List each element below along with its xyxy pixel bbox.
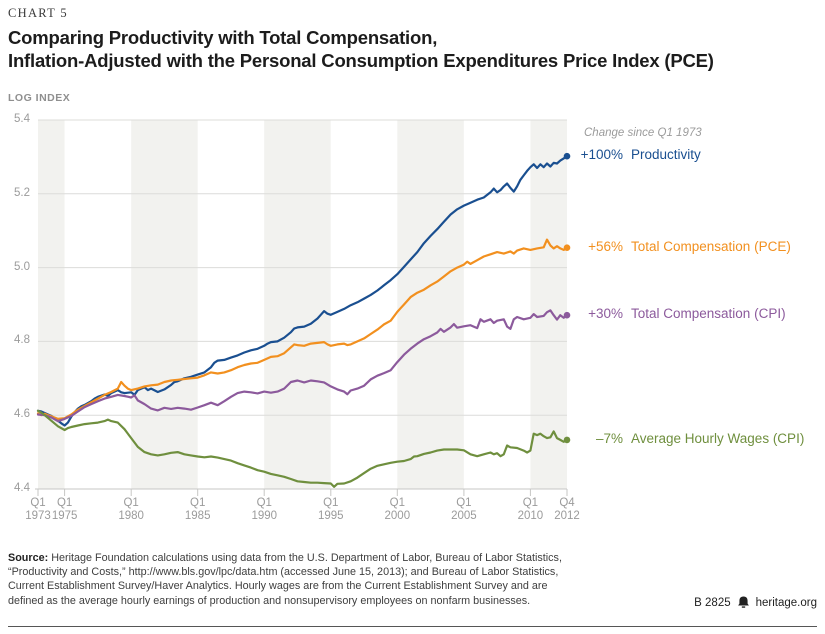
y-tick-label: 4.8 [14,334,30,347]
y-tick-label: 5.0 [14,260,30,273]
legend-series-name: Total Compensation (PCE) [631,238,791,254]
legend-series-name: Total Compensation (CPI) [631,306,786,322]
x-tick-label: Q1 2000 [384,497,411,522]
legend-series-name: Productivity [631,147,701,163]
source-line: Source: Heritage Foundation calculations… [8,552,562,564]
chart-title: Comparing Productivity with Total Compen… [8,27,714,72]
y-tick-label: 5.4 [14,113,30,125]
legend-item-3: –7% Average Hourly Wages (CPI) [577,431,804,449]
legend-change-value: +56% [588,238,623,254]
source-line: “Productivity and Costs,” http://www.bls… [8,566,559,579]
legend-series-name: Average Hourly Wages (CPI) [631,430,805,446]
legend-item-0: +100% Productivity [577,147,701,165]
legend-header: Change since Q1 1973 [584,127,702,139]
chart-number: CHART 5 [8,6,68,20]
x-tick-label: Q1 1975 [51,497,78,522]
legend-change-value: –7% [595,430,623,446]
y-tick-label: 4.4 [14,482,30,494]
x-tick-label: Q1 2005 [451,497,477,522]
y-tick-label: 5.2 [14,186,30,199]
legend-item-1: +56% Total Compensation (PCE) [577,239,791,257]
x-tick-label: Q1 1973 [25,497,51,522]
source-line: Current Establishment Survey/Haver Analy… [8,580,548,593]
heritage-site-label: heritage.org [755,596,817,609]
legend-change-value: +100% [580,147,623,163]
chart-plot-svg [35,119,571,496]
legend-item-2: +30% Total Compensation (CPI) [577,306,786,324]
source-line: defined as the average hourly earnings o… [8,594,531,607]
source-note: Source: Heritage Foundation calculations… [8,551,593,608]
x-tick-label: Q1 1990 [251,497,278,522]
footer-brand: B 2825 heritage.org [694,596,817,609]
x-tick-label: Q4 2012 [554,497,580,522]
y-axis-title: LOG INDEX [8,92,71,104]
chart-title-line-1: Comparing Productivity with Total Compen… [8,27,438,48]
heritage-bell-icon [737,596,749,608]
report-id: B 2825 [694,596,731,609]
x-tick-label: Q1 1995 [317,497,344,522]
x-tick-label: Q1 2010 [517,497,544,522]
x-tick-label: Q1 1985 [184,497,211,522]
bottom-rule [8,626,817,627]
x-tick-label: Q1 1980 [118,497,144,522]
legend-change-value: +30% [588,306,623,322]
source-label: Source: [8,552,49,564]
chart-title-line-2: Inflation-Adjusted with the Personal Con… [8,49,714,71]
chart-plot-area [35,119,571,496]
y-tick-label: 4.6 [14,408,30,421]
